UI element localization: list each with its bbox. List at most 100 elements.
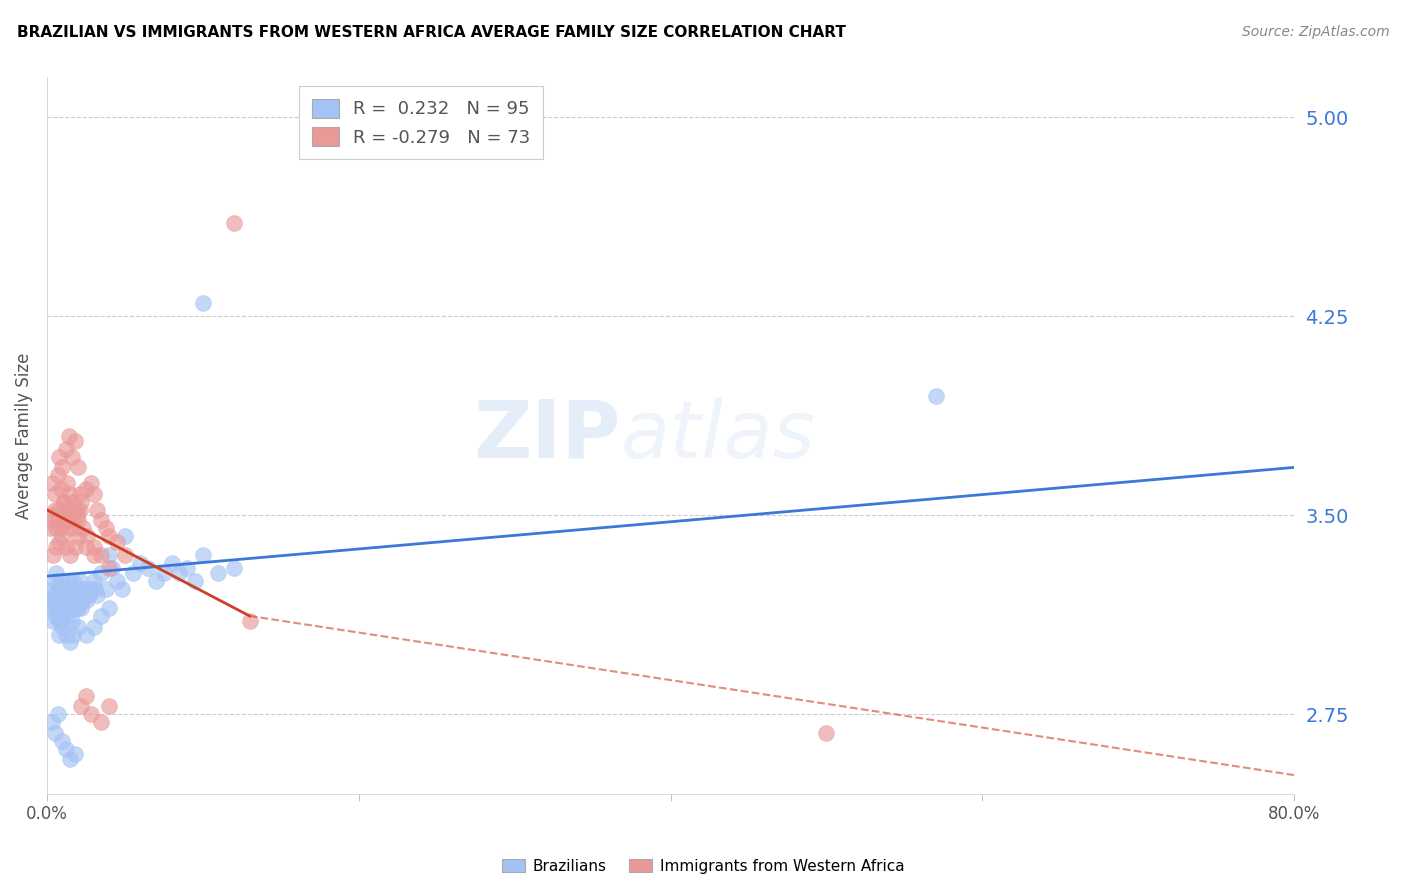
Point — [45, 609, 67, 624]
Point — [69, 593, 91, 607]
Point — [55, 627, 77, 641]
Point — [90, 548, 112, 562]
Point — [136, 561, 159, 575]
Point — [70, 699, 93, 714]
Point — [48, 593, 70, 607]
Point — [129, 556, 152, 570]
Point — [79, 707, 101, 722]
Point — [121, 566, 143, 581]
Point — [63, 521, 86, 535]
Point — [48, 534, 70, 549]
Point — [83, 574, 105, 589]
Point — [90, 609, 112, 624]
Point — [48, 627, 70, 641]
Point — [60, 513, 83, 527]
Point — [73, 582, 96, 597]
Point — [48, 503, 70, 517]
Point — [72, 521, 94, 535]
Point — [65, 508, 87, 523]
Point — [222, 216, 245, 230]
Point — [191, 548, 214, 562]
Point — [184, 574, 207, 589]
Point — [59, 593, 82, 607]
Point — [44, 487, 66, 501]
Point — [63, 540, 86, 554]
Point — [63, 434, 86, 448]
Point — [44, 503, 66, 517]
Point — [67, 460, 90, 475]
Point — [69, 487, 91, 501]
Point — [77, 588, 100, 602]
Point — [59, 487, 82, 501]
Point — [67, 619, 90, 633]
Point — [55, 582, 77, 597]
Point — [49, 601, 72, 615]
Point — [169, 566, 191, 581]
Point — [53, 601, 76, 615]
Point — [153, 566, 176, 581]
Point — [51, 614, 73, 628]
Point — [90, 714, 112, 729]
Point — [67, 601, 90, 615]
Point — [41, 508, 63, 523]
Point — [70, 601, 93, 615]
Point — [55, 508, 77, 523]
Point — [49, 582, 72, 597]
Point — [49, 482, 72, 496]
Point — [48, 614, 70, 628]
Point — [51, 593, 73, 607]
Point — [72, 593, 94, 607]
Point — [62, 503, 84, 517]
Point — [56, 601, 79, 615]
Point — [90, 513, 112, 527]
Point — [98, 561, 121, 575]
Point — [67, 513, 90, 527]
Point — [41, 601, 63, 615]
Point — [60, 450, 83, 464]
Point — [39, 593, 62, 607]
Point — [207, 566, 229, 581]
Point — [59, 548, 82, 562]
Point — [98, 529, 121, 543]
Point — [67, 529, 90, 543]
Point — [90, 566, 112, 581]
Point — [86, 503, 108, 517]
Point — [42, 548, 65, 562]
Point — [160, 556, 183, 570]
Point — [51, 619, 73, 633]
Point — [59, 752, 82, 766]
Point — [42, 513, 65, 527]
Point — [41, 582, 63, 597]
Point — [55, 442, 77, 456]
Point — [56, 476, 79, 491]
Point — [65, 582, 87, 597]
Point — [76, 529, 98, 543]
Point — [45, 540, 67, 554]
Point — [46, 601, 69, 615]
Point — [48, 450, 70, 464]
Point — [101, 561, 124, 575]
Point — [924, 389, 946, 403]
Point — [75, 588, 97, 602]
Point — [111, 582, 134, 597]
Point — [84, 582, 107, 597]
Y-axis label: Average Family Size: Average Family Size — [15, 352, 32, 519]
Point — [51, 733, 73, 747]
Point — [59, 582, 82, 597]
Point — [46, 707, 69, 722]
Point — [39, 521, 62, 535]
Legend: R =  0.232   N = 95, R = -0.279   N = 73: R = 0.232 N = 95, R = -0.279 N = 73 — [299, 87, 543, 160]
Point — [65, 601, 87, 615]
Point — [70, 495, 93, 509]
Point — [63, 747, 86, 761]
Point — [191, 296, 214, 310]
Point — [83, 540, 105, 554]
Point — [58, 588, 80, 602]
Point — [53, 495, 76, 509]
Text: ZIP: ZIP — [474, 397, 620, 475]
Point — [98, 601, 121, 615]
Point — [62, 574, 84, 589]
Point — [114, 548, 136, 562]
Point — [56, 609, 79, 624]
Point — [51, 574, 73, 589]
